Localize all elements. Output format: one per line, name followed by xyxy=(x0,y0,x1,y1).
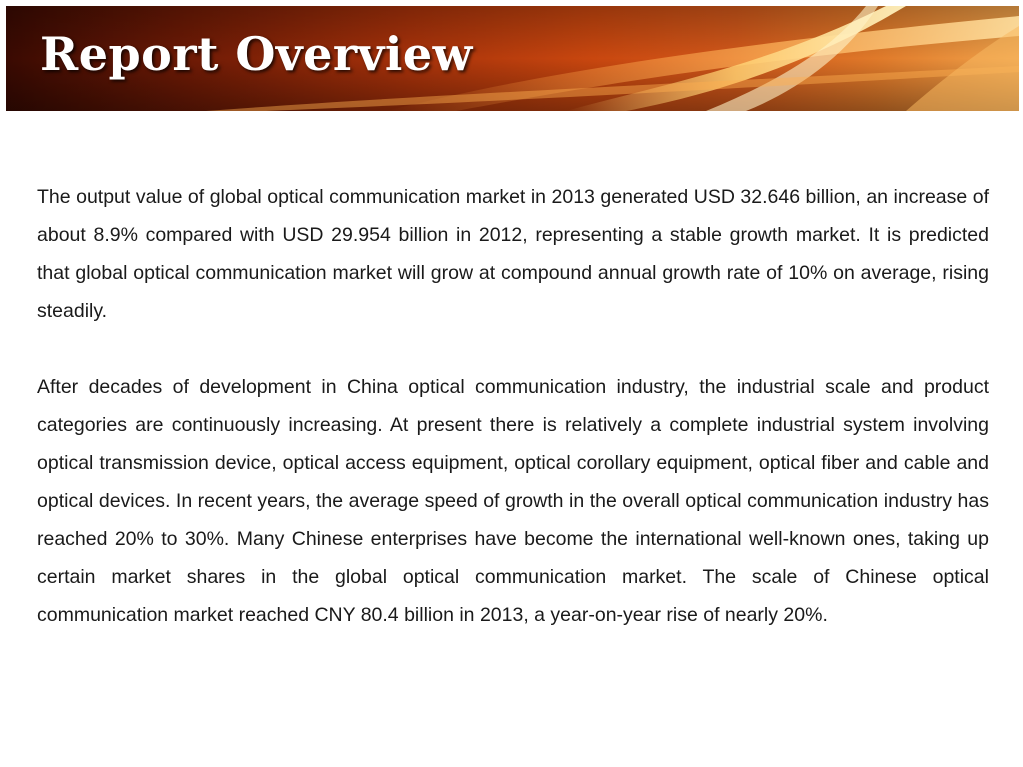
paragraph-china-market: After decades of development in China op… xyxy=(37,376,989,626)
paragraph-global-market: The output value of global optical commu… xyxy=(37,186,989,322)
slide-body: The output value of global optical commu… xyxy=(37,178,989,634)
banner-swirl-decoration xyxy=(6,6,1019,111)
slide-title: Report Overview xyxy=(40,27,473,81)
title-banner: Report Overview xyxy=(6,6,1019,111)
